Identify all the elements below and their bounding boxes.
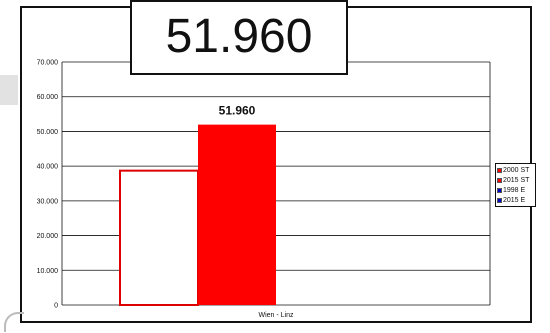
y-tick-label: 70.000 <box>37 60 59 67</box>
y-tick-label: 40.000 <box>37 164 59 171</box>
y-tick-label: 20.000 <box>37 233 59 240</box>
bar <box>119 169 199 306</box>
y-axis-ticks: 0 10.000 20.000 30.000 40.000 50.000 60.000 70.… <box>37 60 59 310</box>
legend-label: 2015 E <box>503 196 526 204</box>
y-tick-label: 30.000 <box>37 198 59 205</box>
legend-label: 2015 ST <box>503 176 530 184</box>
data-labels: 51.960 <box>219 104 256 118</box>
blue-square-icon <box>497 197 502 203</box>
y-tick-label: 0 <box>54 303 58 310</box>
legend-label: 2000 ST <box>503 166 530 174</box>
y-tick-label: 60.000 <box>37 94 59 101</box>
red-square-icon <box>497 167 502 173</box>
background-strip <box>0 75 18 105</box>
y-tick-label: 10.000 <box>37 268 59 275</box>
bars <box>119 124 276 306</box>
legend-label: 1998 E <box>503 186 526 194</box>
value-callout: 51.960 <box>130 0 348 75</box>
red-square-icon <box>497 177 502 183</box>
blue-square-icon <box>497 187 502 193</box>
data-label: 51.960 <box>219 104 256 118</box>
y-tick-label: 50.000 <box>37 129 59 136</box>
bar <box>198 124 276 305</box>
x-tick-label: Wien - Linz <box>258 312 294 319</box>
legend-item: 2015 E <box>497 195 535 205</box>
legend-item: 1998 E <box>497 185 535 195</box>
decorative-curl <box>4 312 24 332</box>
legend-item: 2015 ST <box>497 175 535 185</box>
legend-item: 2000 ST <box>497 165 535 175</box>
legend: 2000 ST 2015 ST 1998 E 2015 E <box>495 163 536 207</box>
